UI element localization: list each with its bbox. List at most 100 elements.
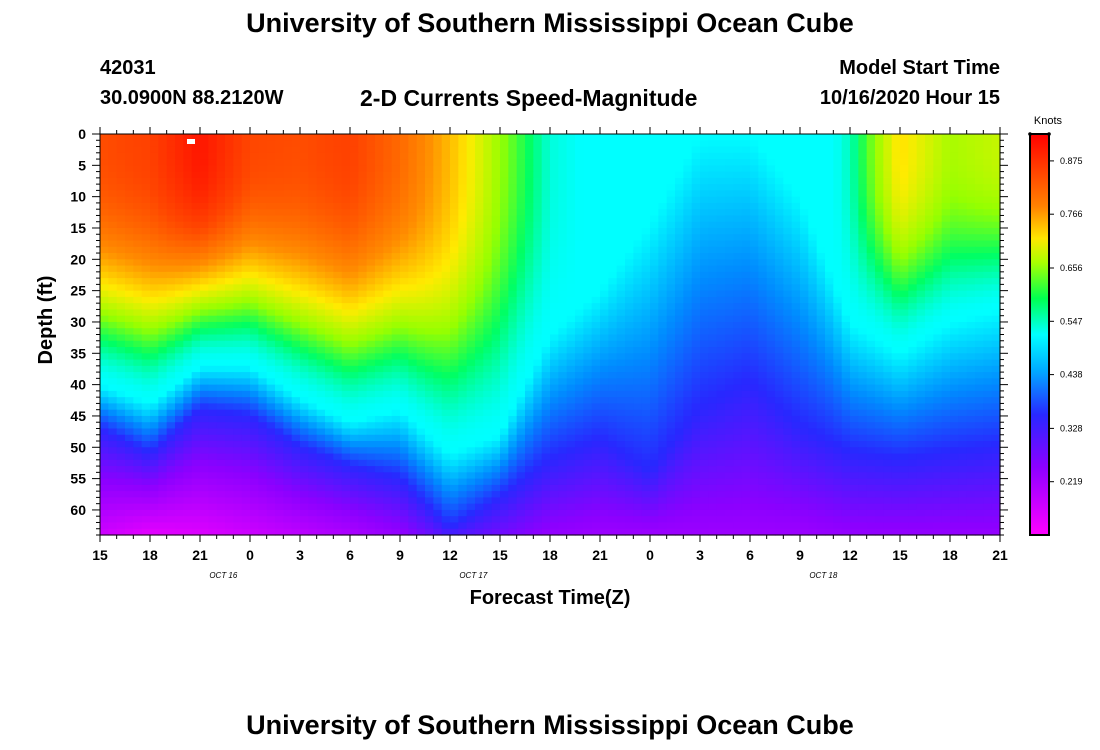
heatmap-cell [533,246,543,254]
heatmap-cell [866,265,876,273]
heatmap-cell [916,278,926,285]
heatmap-cell [775,303,784,311]
heatmap-cell [908,184,918,191]
heatmap-cell [375,209,384,217]
heatmap-cell [366,415,376,423]
heatmap-cell [575,196,584,204]
heatmap-cell [175,190,184,198]
heatmap-cell [408,209,418,217]
heatmap-cell [758,271,768,279]
heatmap-cell [283,196,293,204]
heatmap-cell [866,303,876,311]
heatmap-cell [383,365,393,373]
heatmap-cell [350,215,359,223]
heatmap-cell [941,215,951,223]
heatmap-cell [750,359,759,367]
station-id: 42031 [100,57,156,79]
heatmap-cell [708,284,718,292]
heatmap-cell [341,415,351,423]
heatmap-cell [883,390,893,398]
heatmap-cell [675,140,684,148]
heatmap-cell [908,309,918,317]
heatmap-cell [600,315,609,323]
heatmap-cell [958,146,968,154]
heatmap-cell [200,390,209,398]
heatmap-cell [641,384,651,392]
heatmap-cell [158,171,168,179]
heatmap-cell [383,253,393,260]
heatmap-cell [225,372,234,379]
heatmap-cell [816,177,826,185]
heatmap-cell [658,415,668,423]
heatmap-cell [583,259,593,267]
heatmap-cell [558,296,568,304]
heatmap-cell [866,190,876,198]
heatmap-cell [950,328,959,336]
heatmap-cell [108,215,118,223]
heatmap-cell [216,146,226,154]
heatmap-cell [450,159,459,166]
heatmap-cell [533,309,543,317]
heatmap-cell [250,372,259,379]
heatmap-cell [616,221,626,229]
heatmap-cell [500,415,509,423]
heatmap-cell [433,390,443,398]
heatmap-cell [558,397,568,405]
heatmap-cell [641,134,651,141]
heatmap-cell [183,290,193,298]
heatmap-cell [591,296,601,304]
heatmap-cell [158,359,168,367]
heatmap-cell [691,409,701,417]
heatmap-cell [233,221,243,229]
heatmap-cell [516,234,526,242]
heatmap-cell [191,303,201,311]
heatmap-cell [641,259,651,267]
heatmap-cell [650,253,659,260]
heatmap-cell [608,215,618,223]
heatmap-cell [975,259,984,267]
heatmap-cell [308,403,318,411]
heatmap-cell [733,403,743,411]
heatmap-cell [250,397,259,405]
heatmap-cell [800,159,809,166]
heatmap-cell [883,221,893,229]
heatmap-cell [600,409,609,417]
heatmap-cell [683,190,693,198]
heatmap-cell [433,234,443,242]
heatmap-cell [841,378,851,386]
heatmap-cell [766,146,776,154]
heatmap-cell [941,340,951,348]
heatmap-cell [583,359,593,367]
heatmap-cell [216,190,226,198]
heatmap-cell [750,165,759,173]
heatmap-cell [266,196,276,204]
heatmap-cell [133,328,143,336]
heatmap-cell [841,328,851,336]
heatmap-cell [850,221,859,229]
heatmap-cell [583,253,593,260]
heatmap-cell [816,321,826,329]
heatmap-cell [708,321,718,329]
heatmap-cell [625,221,634,229]
heatmap-cell [525,240,534,248]
heatmap-cell [233,415,243,423]
heatmap-cell [441,359,451,367]
heatmap-cell [416,303,426,311]
heatmap-cell [183,196,193,204]
heatmap-cell [416,290,426,298]
heatmap-cell [925,328,934,336]
heatmap-cell [200,202,209,210]
heatmap-cell [550,296,559,304]
heatmap-cell [658,165,668,173]
heatmap-cell [666,415,676,423]
heatmap-cell [416,221,426,229]
heatmap-cell [691,315,701,323]
heatmap-cell [608,309,618,317]
heatmap-cell [775,365,784,373]
heatmap-cell [550,353,559,361]
heatmap-cell [691,202,701,210]
heatmap-cell [975,165,984,173]
heatmap-cell [641,253,651,260]
heatmap-cell [183,303,193,311]
heatmap-cell [725,134,734,141]
